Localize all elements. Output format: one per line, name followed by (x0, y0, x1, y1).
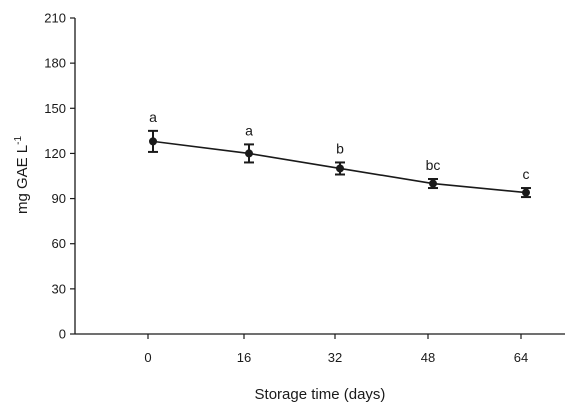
y-axis-title: mg GAE L-1 (13, 136, 31, 215)
significance-letter: a (245, 122, 253, 138)
y-axis-title-text: mg GAE L (14, 145, 31, 214)
y-tick-label: 210 (44, 11, 66, 26)
x-axis-ticks: 0 16 32 48 64 (144, 334, 528, 365)
x-axis-title: Storage time (days) (255, 386, 386, 403)
data-point (336, 164, 344, 173)
y-tick-label: 120 (44, 146, 66, 161)
x-tick-label: 64 (514, 350, 528, 365)
y-tick-label: 90 (52, 191, 66, 206)
y-axis-title-superscript: -1 (13, 136, 24, 145)
y-axis: 0 30 60 90 120 150 180 210 (44, 11, 76, 342)
y-tick-label: 150 (44, 101, 66, 116)
x-tick-label: 16 (237, 350, 251, 365)
x-tick-label: 48 (421, 350, 435, 365)
y-tick-label: 60 (52, 236, 66, 251)
y-tick-label: 180 (44, 56, 66, 71)
significance-letter: bc (426, 157, 441, 173)
data-point (429, 179, 437, 188)
y-tick-label: 30 (52, 281, 66, 296)
significance-letter: b (336, 140, 344, 156)
series-layer: a a b bc c (148, 109, 531, 199)
significance-letter: a (149, 109, 157, 125)
significance-letter: c (523, 166, 530, 182)
x-axis: 0 16 32 48 64 (75, 333, 565, 365)
data-point (522, 188, 530, 197)
data-point (149, 137, 157, 146)
x-tick-label: 32 (328, 350, 342, 365)
x-tick-label: 0 (144, 350, 151, 365)
data-point (245, 149, 253, 158)
y-axis-ticks: 0 30 60 90 120 150 180 210 (44, 11, 75, 342)
y-tick-label: 0 (59, 327, 66, 342)
